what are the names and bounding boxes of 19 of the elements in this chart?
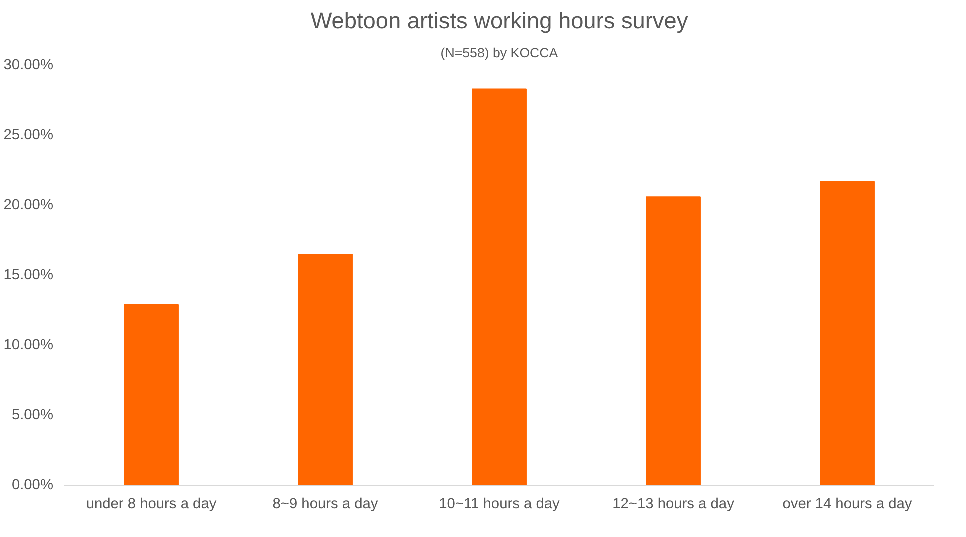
bar <box>298 254 353 486</box>
y-tick-label: 0.00% <box>12 478 54 494</box>
chart-subtitle: (N=558) by KOCCA <box>440 46 558 60</box>
x-tick-label: 10~11 hours a day <box>439 496 561 512</box>
x-tick-label: 12~13 hours a day <box>612 496 736 512</box>
y-tick-label: 15.00% <box>4 268 54 284</box>
y-tick-label: 30.00% <box>4 58 54 74</box>
bar <box>820 181 875 486</box>
y-tick-label: 25.00% <box>4 128 54 144</box>
bar <box>472 88 527 486</box>
y-tick-label: 20.00% <box>4 198 54 214</box>
x-tick-label: over 14 hours a day <box>782 496 913 512</box>
x-tick-label: 8~9 hours a day <box>272 496 379 512</box>
bar <box>646 196 701 486</box>
x-tick-label: under 8 hours a day <box>86 496 218 512</box>
chart-title: Webtoon artists working hours survey <box>310 8 689 34</box>
y-tick-label: 10.00% <box>4 338 54 354</box>
y-tick-label: 5.00% <box>12 408 54 424</box>
bar <box>124 304 179 486</box>
